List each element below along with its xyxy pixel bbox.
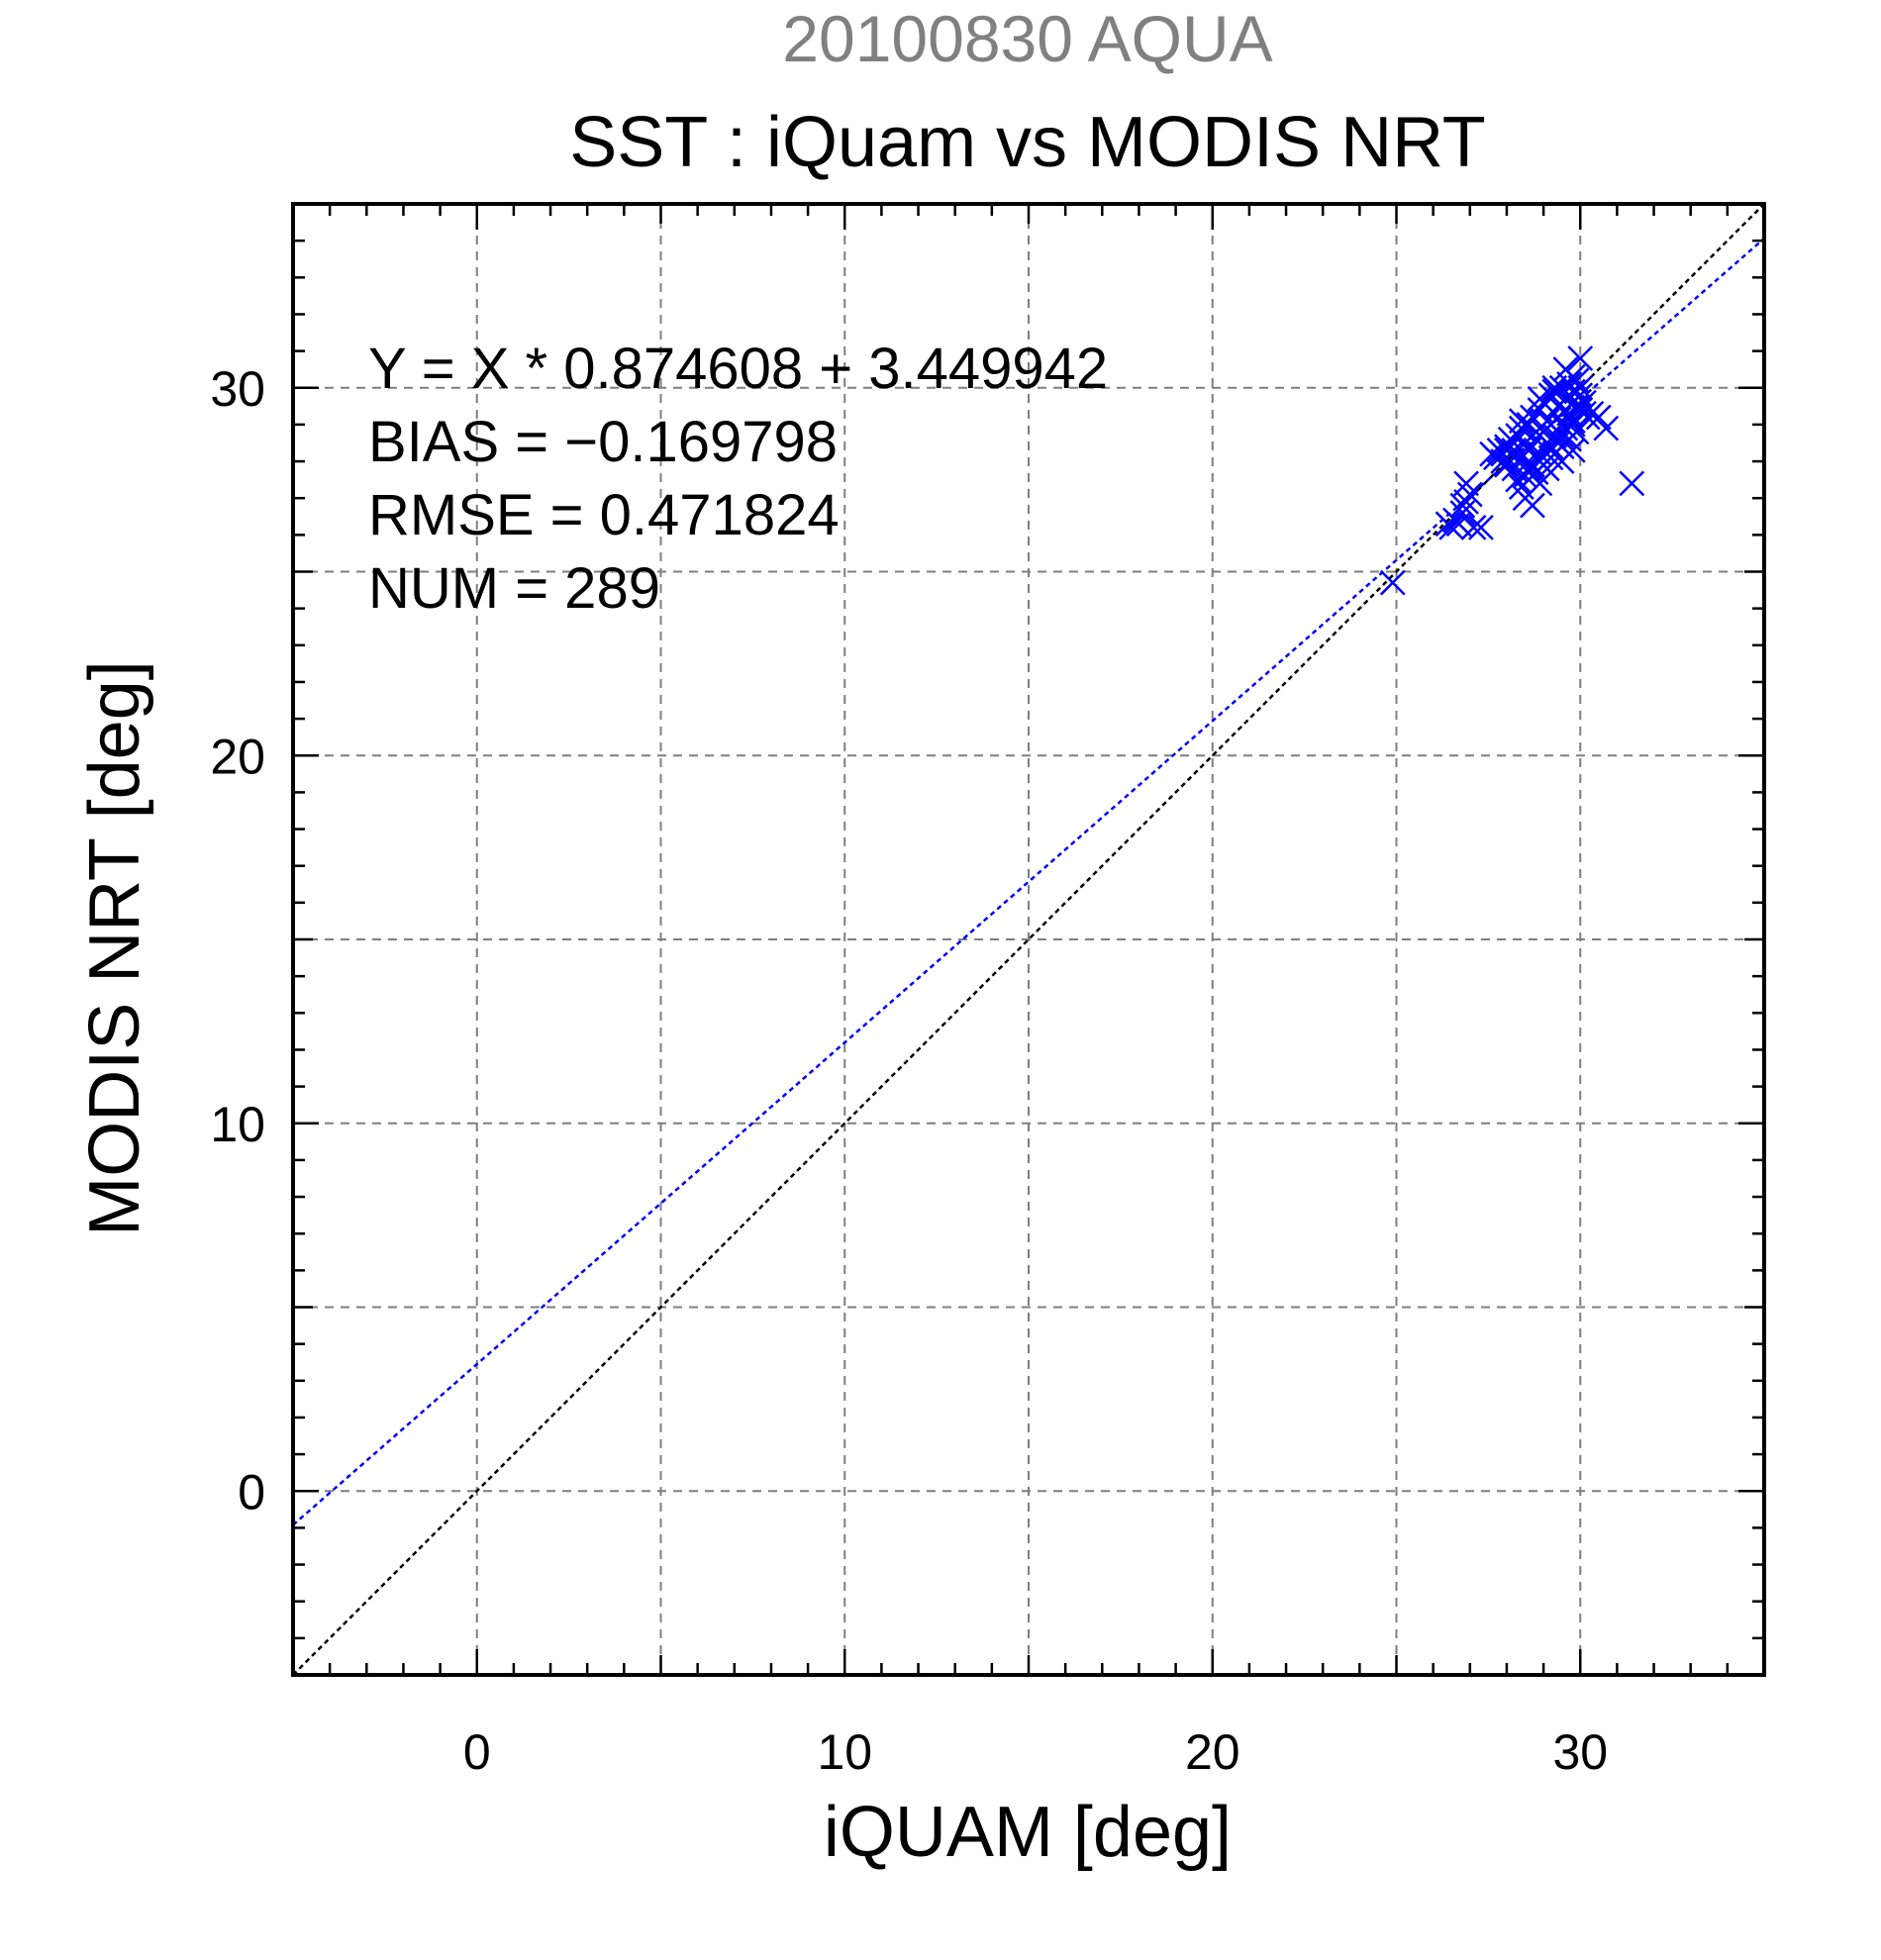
- data-point: [1438, 515, 1465, 540]
- data-point: [1516, 455, 1542, 482]
- data-point: [1494, 438, 1520, 463]
- data-point: [1516, 448, 1542, 474]
- x-axis-label: iQUAM [deg]: [824, 1793, 1232, 1872]
- x-tick-label: 30: [1552, 1724, 1608, 1780]
- chart-suptitle: 20100830 AQUA: [782, 2, 1272, 75]
- chart-title: SST : iQuam vs MODIS NRT: [569, 103, 1486, 182]
- data-point: [1563, 393, 1590, 420]
- y-tick-label: 20: [210, 729, 265, 784]
- data-point: [1578, 400, 1605, 427]
- x-tick-label: 20: [1185, 1724, 1240, 1780]
- annotation-regression: Y = X * 0.874608 + 3.449942: [368, 337, 1108, 401]
- data-point: [1449, 492, 1476, 519]
- data-point: [1379, 569, 1406, 596]
- annotation-rmse: RMSE = 0.471824: [368, 483, 840, 547]
- y-tick-label: 10: [210, 1097, 265, 1152]
- stats-annotations: Y = X * 0.874608 + 3.449942 BIAS = −0.16…: [368, 337, 1108, 621]
- y-tick-label: 30: [210, 361, 265, 417]
- data-point: [1460, 515, 1487, 540]
- data-point: [1585, 404, 1612, 431]
- ticks: [293, 204, 1764, 1675]
- scatter-points: [1379, 345, 1645, 596]
- data-point: [1567, 345, 1594, 371]
- data-point: [1541, 374, 1568, 401]
- x-tick-label: 10: [817, 1724, 872, 1780]
- annotation-num: NUM = 289: [368, 556, 660, 621]
- data-point: [1479, 441, 1505, 467]
- grid: [293, 204, 1764, 1675]
- data-point: [1508, 408, 1534, 435]
- data-point: [1468, 515, 1494, 540]
- data-point: [1527, 386, 1553, 412]
- data-point: [1534, 455, 1560, 482]
- data-point: [1453, 470, 1479, 497]
- data-point: [1552, 356, 1579, 383]
- tick-labels: 0 10 20 30 0 10 20 30: [210, 361, 1608, 1780]
- x-tick-label: 0: [463, 1724, 491, 1780]
- data-point: [1520, 463, 1545, 489]
- annotation-bias: BIAS = −0.169798: [368, 410, 838, 474]
- data-point: [1520, 492, 1545, 519]
- data-point: [1541, 378, 1568, 405]
- data-point: [1619, 470, 1645, 497]
- data-point: [1567, 393, 1594, 420]
- y-tick-label: 0: [238, 1464, 265, 1519]
- y-axis-label: MODIS NRT [deg]: [75, 660, 154, 1236]
- data-point: [1563, 419, 1590, 445]
